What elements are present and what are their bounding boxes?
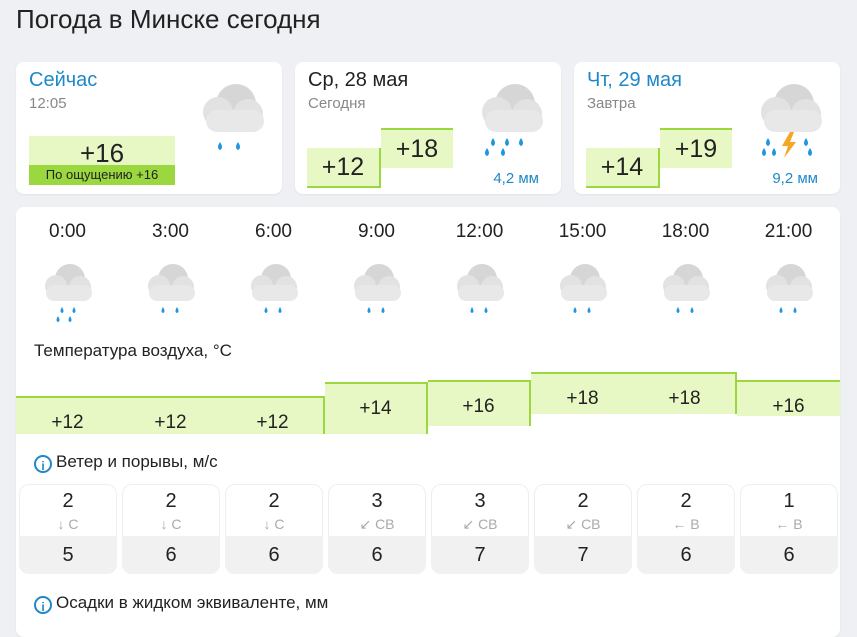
wind-cell: 3 ↙ СВ 7 xyxy=(431,484,529,574)
now-label: Сейчас xyxy=(29,69,98,91)
today-temp-low: +12 xyxy=(307,148,381,188)
temp-cell: +16 xyxy=(737,380,840,417)
cloud-rain-icon xyxy=(634,259,737,329)
temperature-label: Температура воздуха, °C xyxy=(34,341,232,360)
feels-like: По ощущению +16 xyxy=(29,165,175,185)
wind-direction: ↙ СВ xyxy=(359,516,395,532)
hour-label: 9:00 xyxy=(358,221,395,242)
wind-gust: 6 xyxy=(122,536,220,574)
wind-cell: 2 ↓ С 5 xyxy=(19,484,117,574)
tomorrow-sub: Завтра xyxy=(587,95,636,112)
today-label: Ср, 28 мая xyxy=(308,69,409,91)
wind-cell: 3 ↙ СВ 6 xyxy=(328,484,426,574)
tomorrow-precip: 9,2 мм xyxy=(772,170,818,187)
wind-label: Ветер и порывы, м/с xyxy=(56,452,218,471)
hour-label: 21:00 xyxy=(764,221,813,242)
wind-speed: 2 xyxy=(577,490,589,512)
now-time: 12:05 xyxy=(29,95,67,112)
wind-speed: 1 xyxy=(783,490,795,512)
tomorrow-label: Чт, 29 мая xyxy=(587,69,682,91)
cloud-rain-icon xyxy=(119,259,222,329)
wind-gust: 5 xyxy=(19,536,117,574)
hour-label: 12:00 xyxy=(455,221,504,242)
wind-direction: ↙ СВ xyxy=(565,516,601,532)
temp-cell: +12 xyxy=(16,396,119,434)
wind-gust: 7 xyxy=(534,536,632,574)
page-title: Погода в Минске сегодня xyxy=(16,4,321,34)
hour-label: 6:00 xyxy=(255,221,292,242)
wind-speed: 3 xyxy=(371,490,383,512)
cloud-rain-icon xyxy=(192,76,272,166)
temp-cell: +14 xyxy=(325,382,428,434)
tomorrow-temp-high: +19 xyxy=(660,128,732,168)
hour-label: 3:00 xyxy=(152,221,189,242)
temp-cell: +18 xyxy=(531,372,634,414)
cloud-rain-icon xyxy=(325,259,428,329)
cloud-rain-icon xyxy=(531,259,634,329)
cloud-rain-icon xyxy=(16,259,119,329)
wind-speed: 2 xyxy=(680,490,692,512)
today-precip: 4,2 мм xyxy=(493,170,539,187)
wind-speed: 2 xyxy=(268,490,280,512)
temp-cell: +12 xyxy=(119,396,222,434)
cloud-rain-icon xyxy=(471,76,551,166)
tomorrow-forecast-card[interactable]: Чт, 29 мая Завтра +14 +19 9,2 мм xyxy=(574,62,840,194)
wind-cell: 2 ↓ С 6 xyxy=(225,484,323,574)
hourly-forecast-panel: 0:00 3:00 6:00 9:00 12:00 15:00 18:00 21… xyxy=(16,207,840,637)
wind-gust: 6 xyxy=(225,536,323,574)
wind-speed: 3 xyxy=(474,490,486,512)
wind-cell: 2 ↓ С 6 xyxy=(122,484,220,574)
temp-cell: +18 xyxy=(634,372,737,414)
temperature-strip: +12 +12 +12 +14 +16 +18 +18 +16 xyxy=(16,372,840,434)
wind-direction: ← В xyxy=(775,516,803,532)
hour-label: 0:00 xyxy=(49,221,86,242)
cloud-rain-icon xyxy=(737,259,840,329)
info-icon[interactable]: i xyxy=(34,596,52,614)
wind-gust: 6 xyxy=(328,536,426,574)
hour-label: 15:00 xyxy=(558,221,607,242)
temp-cell: +16 xyxy=(428,380,531,426)
wind-cell: 1 ← В 6 xyxy=(740,484,838,574)
info-icon[interactable]: i xyxy=(34,455,52,473)
current-weather-card[interactable]: Сейчас 12:05 +16 По ощущению +16 xyxy=(16,62,282,194)
wind-direction: ↓ С xyxy=(263,516,285,532)
wind-direction: ↓ С xyxy=(160,516,182,532)
today-sub: Сегодня xyxy=(308,95,366,112)
wind-direction: ↙ СВ xyxy=(462,516,498,532)
today-temp-high: +18 xyxy=(381,128,453,168)
wind-direction: ↓ С xyxy=(57,516,79,532)
cloud-rain-icon xyxy=(222,259,325,329)
wind-direction: ← В xyxy=(672,516,700,532)
wind-speed: 2 xyxy=(62,490,74,512)
wind-speed: 2 xyxy=(165,490,177,512)
wind-gust: 6 xyxy=(740,536,838,574)
current-temp: +16 xyxy=(79,138,125,168)
temp-cell: +12 xyxy=(222,396,325,434)
tomorrow-temp-low: +14 xyxy=(586,148,660,188)
wind-label-row: i Ветер и порывы, м/с xyxy=(34,452,218,473)
wind-cell: 2 ← В 6 xyxy=(637,484,735,574)
current-temp-box: +16 По ощущению +16 xyxy=(29,136,175,185)
today-forecast-card[interactable]: Ср, 28 мая Сегодня +12 +18 4,2 мм xyxy=(295,62,561,194)
hour-label: 18:00 xyxy=(661,221,710,242)
cloud-rain-icon xyxy=(428,259,531,329)
cloud-thunderstorm-icon xyxy=(750,76,830,166)
wind-gust: 7 xyxy=(431,536,529,574)
wind-gust: 6 xyxy=(637,536,735,574)
precip-label: Осадки в жидком эквиваленте, мм xyxy=(56,593,329,612)
wind-cell: 2 ↙ СВ 7 xyxy=(534,484,632,574)
precip-label-row: i Осадки в жидком эквиваленте, мм xyxy=(34,593,328,614)
